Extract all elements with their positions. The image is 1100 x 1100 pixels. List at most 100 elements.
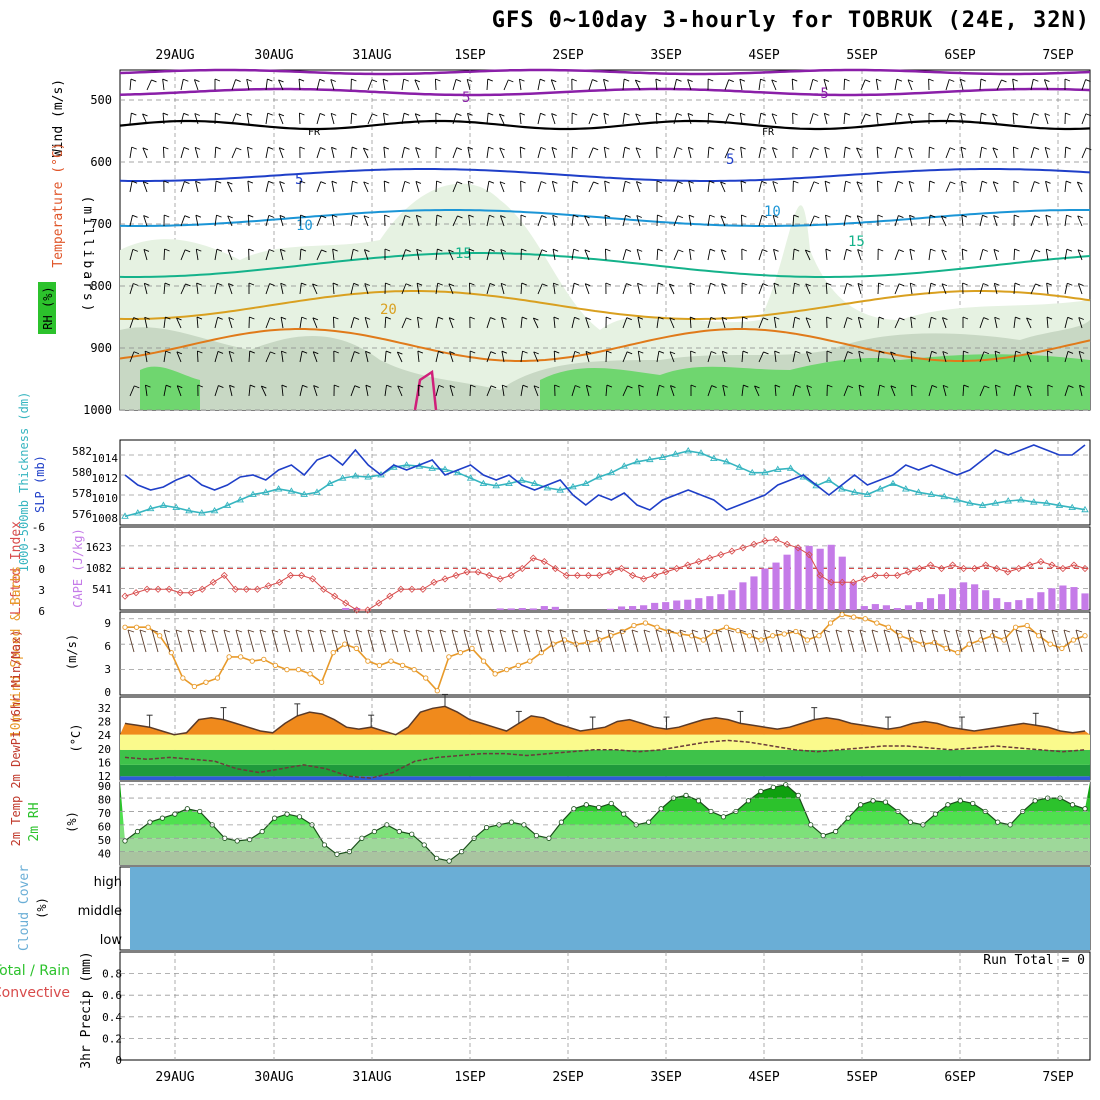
li-tick-label: 0 [38,563,45,576]
wind-barb-shaft [636,215,641,227]
thickness-point [351,472,360,479]
wind-barb [636,248,643,261]
rh2m-tick-label: 60 [98,821,111,834]
wind10m-barb [859,629,867,653]
wind10m-barb-shaft [667,629,675,653]
wind-barb [928,78,934,91]
wind-barb-flag [1065,180,1072,184]
wind-barb-shaft [877,385,881,397]
wind-barb-shaft [486,249,491,261]
li-point [783,540,791,548]
wind-barb-shaft [721,351,726,363]
wind-barb [941,283,948,295]
wind10m-barb [931,629,939,653]
wind-barb-flag [330,79,336,82]
wind-barb-flag [1013,180,1019,184]
wind-barb-flag [910,350,917,354]
wind-barb [299,282,307,295]
wind-barb-flag [312,317,319,321]
thickness-point [313,488,321,495]
wind-barb-shaft [960,113,964,125]
wind-barb-shaft [519,113,522,125]
wind-barb-flag [405,215,411,218]
wind-barb-shaft [689,283,692,295]
wind-barb-shaft [722,385,726,397]
wind-barb-shaft [247,181,250,193]
wind10m-barb [295,629,303,653]
wind-barb [687,79,693,91]
wind-barb-flag [659,384,665,388]
rh2m-point [284,811,290,817]
wind-barb-flag [522,350,528,354]
wind-barb [316,249,327,261]
wind-barb-shaft [724,147,730,159]
panel-frame-precip [119,951,1091,1061]
wind-barb [571,180,579,193]
wind-barb-flag [228,350,235,354]
wind-barb [758,180,767,193]
wind-barb-flag [456,181,463,185]
wind-barb-flag [541,215,547,219]
wind10m-barb-flag [463,629,471,633]
wind-barb-flag [1066,248,1073,252]
wind-barb [417,316,423,329]
wind-barb-shaft [520,282,523,295]
wind-barb-shaft [843,385,849,397]
wind-barb-flag [501,350,508,354]
li-point [275,578,284,586]
wind-barb-flag [1077,215,1083,219]
wind-barb [605,350,612,363]
wind-barb-flag [605,282,611,286]
wind-barb-flag [709,180,715,184]
wind-barb [486,248,495,261]
wind-barb-shaft [401,249,407,261]
wind-barb [501,384,508,397]
li-point [882,571,890,579]
wind-barb-shaft [180,79,184,91]
wind-barb [129,248,139,261]
wind-barb [858,384,865,397]
wind-barb-flag [721,249,727,253]
wind10m-barb [1039,629,1047,653]
wind-barb-flag [761,180,767,184]
wind10m-point [1059,645,1065,652]
wind-barb-shaft [331,181,335,193]
wind-barb [774,384,781,397]
wind-barb-flag [269,249,275,252]
wind-barb-shaft [180,181,185,193]
wind-barb [877,214,883,227]
wind-barb [265,317,276,329]
wind-barb [363,181,369,193]
rh2m-point [608,800,614,807]
wind-barb [486,112,494,125]
wind10m-barb-shaft [703,629,711,653]
wind-barb-flag [300,214,306,218]
wind-barb [533,385,540,397]
thickness-tick-label: 576 [72,508,92,521]
wind-barb [532,317,539,329]
wind-barb-shaft [466,79,471,91]
wind-barb [248,316,255,329]
wind-barb-flag [603,78,609,82]
wind-barb-shaft [1026,385,1032,397]
wind-barb [362,147,369,159]
wind-barb-shaft [537,79,541,91]
wind-barb [656,248,663,261]
wind-barb-shaft [771,113,777,125]
li-point [684,561,692,569]
wind-barb [401,146,410,159]
wind10m-point [365,658,371,664]
wind10m-barb-shaft [283,629,291,653]
wind-barb-flag [626,283,632,286]
wind-barb-flag [1078,317,1084,320]
wind-barb-flag [792,112,798,116]
wind-barb-flag [656,112,662,116]
wind-barb [605,316,612,329]
wind-barb-flag [941,283,948,287]
wind10m-point [862,616,868,622]
wind-barb [331,214,338,227]
wind-barb-flag [941,249,947,253]
cape-bar [1081,593,1089,610]
wind-barb-shaft [214,249,218,261]
